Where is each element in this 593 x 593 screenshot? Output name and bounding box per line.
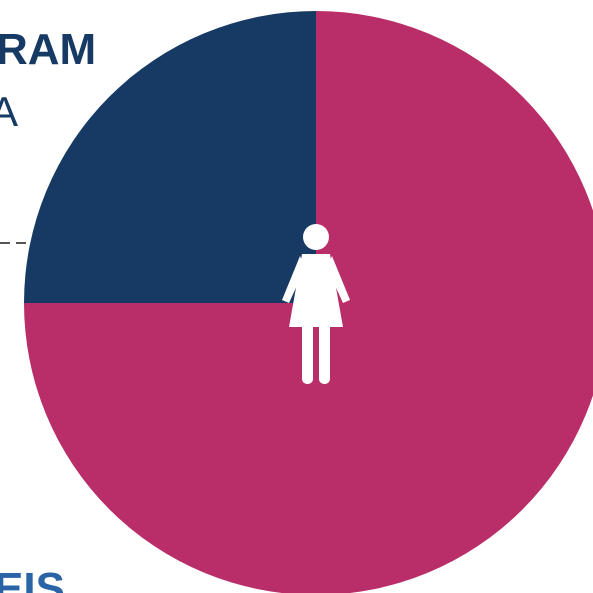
pie-slice xyxy=(24,11,316,303)
pie-chart xyxy=(24,11,593,593)
heading-fragment: RAM xyxy=(0,25,96,74)
subheading-fragment: A xyxy=(0,88,18,135)
pie-slice xyxy=(24,11,593,593)
woman-icon xyxy=(282,224,350,384)
footer-fragment: EIS xyxy=(0,564,65,593)
